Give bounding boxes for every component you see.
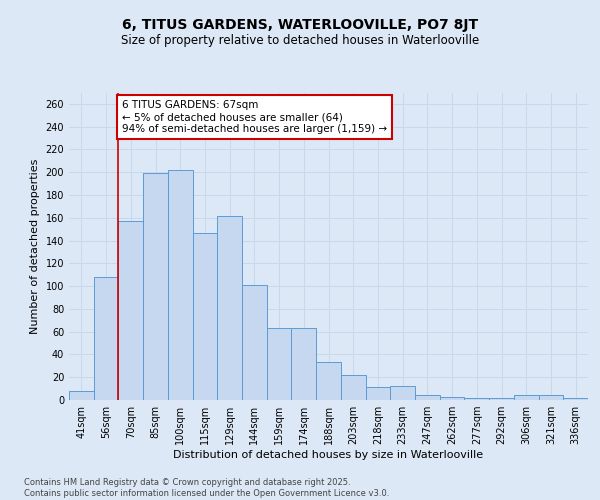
- Text: Size of property relative to detached houses in Waterlooville: Size of property relative to detached ho…: [121, 34, 479, 47]
- Text: 6 TITUS GARDENS: 67sqm
← 5% of detached houses are smaller (64)
94% of semi-deta: 6 TITUS GARDENS: 67sqm ← 5% of detached …: [122, 100, 387, 134]
- Bar: [341, 375, 365, 400]
- Bar: [69, 391, 94, 400]
- Bar: [143, 174, 168, 400]
- Y-axis label: Number of detached properties: Number of detached properties: [30, 158, 40, 334]
- Bar: [94, 277, 118, 400]
- Bar: [118, 221, 143, 400]
- Bar: [365, 388, 390, 400]
- Bar: [168, 170, 193, 400]
- Bar: [464, 398, 489, 400]
- Bar: [390, 386, 415, 400]
- Text: 6, TITUS GARDENS, WATERLOOVILLE, PO7 8JT: 6, TITUS GARDENS, WATERLOOVILLE, PO7 8JT: [122, 18, 478, 32]
- Bar: [489, 398, 514, 400]
- Bar: [292, 328, 316, 400]
- Bar: [440, 396, 464, 400]
- Bar: [539, 396, 563, 400]
- Bar: [563, 398, 588, 400]
- Bar: [193, 232, 217, 400]
- Bar: [514, 396, 539, 400]
- Bar: [267, 328, 292, 400]
- Bar: [415, 396, 440, 400]
- Bar: [217, 216, 242, 400]
- Text: Contains HM Land Registry data © Crown copyright and database right 2025.
Contai: Contains HM Land Registry data © Crown c…: [24, 478, 389, 498]
- Bar: [316, 362, 341, 400]
- Bar: [242, 285, 267, 400]
- X-axis label: Distribution of detached houses by size in Waterlooville: Distribution of detached houses by size …: [173, 450, 484, 460]
